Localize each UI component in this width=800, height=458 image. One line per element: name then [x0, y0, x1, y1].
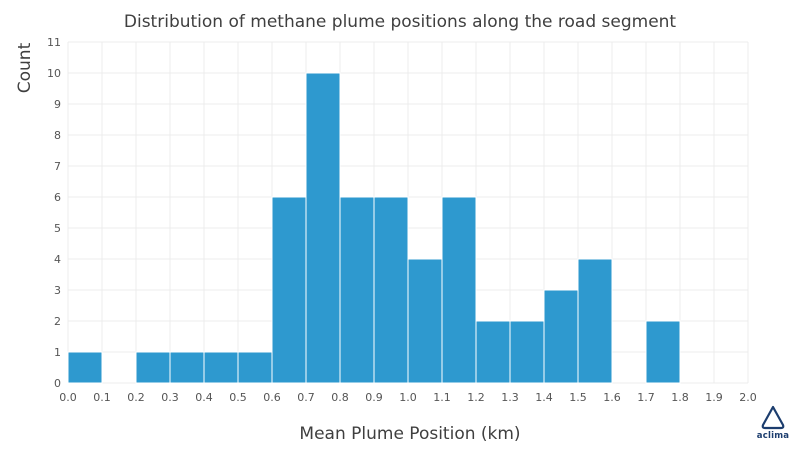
- x-tick-label: 0.0: [59, 391, 77, 404]
- histogram-bar: [509, 320, 545, 384]
- histogram-bar: [373, 196, 409, 384]
- histogram-bar: [271, 196, 307, 384]
- y-tick-label: 0: [54, 377, 61, 390]
- histogram-bar: [441, 196, 477, 384]
- histogram-bar: [407, 258, 443, 384]
- aclima-logo: aclima: [750, 404, 796, 446]
- y-tick-label: 9: [54, 98, 61, 111]
- histogram-bar: [475, 320, 511, 384]
- x-tick-label: 0.9: [365, 391, 383, 404]
- histogram-bars: [67, 72, 681, 384]
- y-tick-label: 2: [54, 315, 61, 328]
- y-tick-label: 10: [47, 67, 61, 80]
- x-tick-label: 0.2: [127, 391, 145, 404]
- y-tick-label: 6: [54, 191, 61, 204]
- x-tick-label: 0.6: [263, 391, 281, 404]
- x-tick-label: 1.4: [535, 391, 553, 404]
- x-tick-label: 1.3: [501, 391, 519, 404]
- x-tick-label: 0.7: [297, 391, 315, 404]
- histogram-bar: [645, 320, 681, 384]
- y-tick-label: 3: [54, 284, 61, 297]
- chart-title: Distribution of methane plume positions …: [123, 12, 677, 32]
- x-tick-label: 0.4: [195, 391, 213, 404]
- histogram-bar: [305, 72, 341, 384]
- y-axis-label: Count: [15, 42, 35, 94]
- y-tick-label: 4: [54, 253, 61, 266]
- x-tick-labels: 0.0 0.1 0.2 0.3 0.4 0.5 0.6 0.7 0.8 0.9 1.0 1.1 1.2 1…: [59, 391, 757, 404]
- aclima-logo-icon: [761, 405, 785, 430]
- histogram-bar: [67, 351, 103, 384]
- x-tick-label: 1.6: [603, 391, 621, 404]
- y-tick-label: 11: [47, 36, 61, 49]
- histogram-bar: [203, 351, 239, 384]
- y-tick-label: 5: [54, 222, 61, 235]
- x-tick-label: 1.2: [467, 391, 485, 404]
- x-tick-label: 0.3: [161, 391, 179, 404]
- x-tick-label: 0.5: [229, 391, 247, 404]
- x-tick-label: 1.8: [671, 391, 689, 404]
- histogram-bar: [339, 196, 375, 384]
- x-tick-label: 0.1: [93, 391, 111, 404]
- x-tick-label: 1.0: [399, 391, 417, 404]
- y-tick-labels: 0 1 2 3 4 5 6 7 8 9 10 11: [47, 36, 61, 390]
- histogram-bar: [135, 351, 171, 384]
- histogram-bar: [543, 289, 579, 384]
- x-tick-label: 1.5: [569, 391, 587, 404]
- x-axis-label: Mean Plume Position (km): [299, 424, 521, 444]
- x-tick-label: 1.1: [433, 391, 451, 404]
- x-tick-label: 1.9: [705, 391, 723, 404]
- y-tick-label: 1: [54, 346, 61, 359]
- histogram-bar: [169, 351, 205, 384]
- y-tick-label: 7: [54, 160, 61, 173]
- x-tick-label: 0.8: [331, 391, 349, 404]
- x-tick-label: 2.0: [739, 391, 757, 404]
- histogram-bar: [577, 258, 613, 384]
- x-tick-label: 1.7: [637, 391, 655, 404]
- y-tick-label: 8: [54, 129, 61, 142]
- aclima-logo-text: aclima: [756, 431, 790, 441]
- histogram-bar: [237, 351, 273, 384]
